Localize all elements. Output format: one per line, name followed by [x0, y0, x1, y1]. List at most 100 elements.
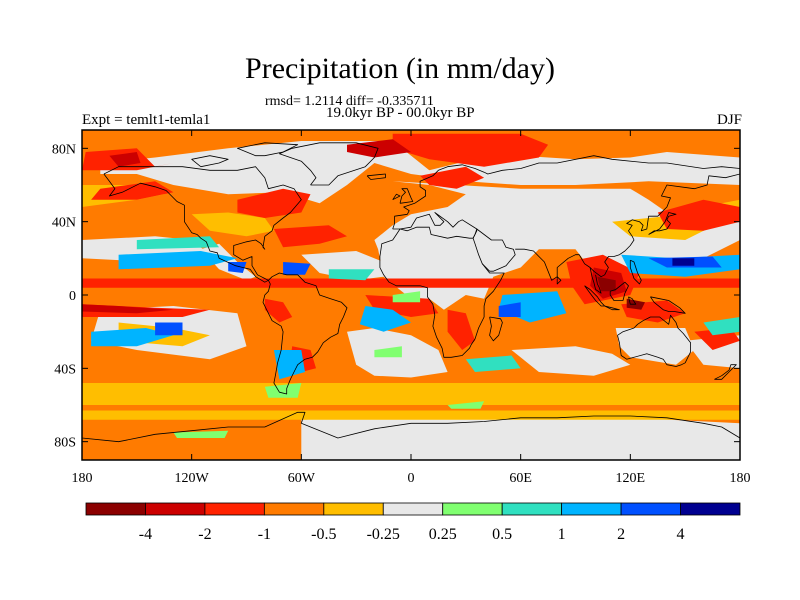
lat-tick-label: 80N [52, 142, 76, 157]
lon-tick-label: 120E [616, 471, 646, 486]
coastline [236, 142, 299, 157]
colorbar-swatch [323, 502, 384, 516]
colorbar-label: -0.5 [311, 526, 336, 543]
colorbar-label: -2 [198, 526, 211, 543]
coastline [650, 296, 686, 314]
lat-tick-label: 40S [54, 362, 76, 377]
precip-region [301, 416, 740, 460]
axis-ticks: 80N 40N 0 40S 80S 180 120W 60W 0 60E 120E 180 [52, 130, 751, 486]
precip-region [359, 306, 411, 332]
precip-region [615, 328, 695, 365]
precip-region [347, 139, 411, 158]
precip-region [109, 152, 141, 167]
precip-region [374, 346, 402, 358]
stats-subtitle: rmsd= 1.2114 diff= -0.335711 [265, 94, 434, 109]
precip-region [498, 302, 521, 317]
precip-region [82, 304, 174, 314]
coastline [82, 411, 740, 443]
page-title: Precipitation (in mm/day) [245, 52, 555, 85]
colorbar-label: 1 [558, 526, 566, 543]
coastline [472, 228, 516, 272]
precip-region [155, 322, 183, 336]
colorbar-swatch [382, 502, 444, 516]
coastline [628, 296, 637, 305]
coastline [617, 314, 691, 367]
precip-region [694, 328, 740, 350]
precip-region [273, 350, 305, 380]
colorbar-label: -0.25 [367, 526, 400, 543]
lon-tick-label: 120W [175, 471, 210, 486]
coastline [392, 155, 740, 230]
coastline [191, 155, 229, 168]
coastline [379, 226, 505, 358]
precip-region [328, 269, 375, 281]
coastline [392, 193, 401, 201]
lon-tick-label: 180 [730, 471, 751, 486]
lon-tick-label: 0 [408, 471, 415, 486]
coastline [489, 316, 503, 342]
lat-tick-label: 0 [69, 289, 76, 304]
colorbar-swatch [263, 502, 325, 516]
experiment-label: Expt = temlt1-temla1 [82, 112, 211, 128]
coastline [366, 173, 386, 180]
coastline [556, 276, 562, 285]
coastline [629, 259, 642, 285]
lat-tick-label: 40N [52, 216, 76, 231]
lon-tick-label: 60E [509, 471, 532, 486]
precip-region [447, 401, 485, 409]
coastline [399, 188, 414, 204]
colorbar-swatch [85, 502, 146, 516]
colorbar-swatch [145, 502, 206, 516]
coastline [515, 173, 740, 281]
precip-region [264, 383, 302, 398]
precip-region [511, 346, 631, 376]
precip-region [191, 212, 274, 237]
colorbar-swatch [501, 502, 563, 516]
colorbar-swatch [442, 502, 503, 516]
colorbar-label: -4 [139, 526, 152, 543]
colorbar-label: 4 [677, 526, 685, 543]
coastline [278, 142, 379, 186]
precip-region [91, 328, 174, 347]
coastline [589, 267, 602, 294]
precip-region [273, 225, 347, 248]
precip-region [283, 262, 311, 275]
precip-region [136, 236, 220, 250]
precip-region [100, 141, 740, 204]
lon-tick-label: 60W [288, 471, 316, 486]
precip-region [420, 166, 485, 189]
lat-tick-label: 80S [54, 436, 76, 451]
coastline [609, 281, 629, 301]
colorbar-swatch [204, 502, 265, 516]
colorbar-label: -1 [258, 526, 271, 543]
colorbar-swatch [680, 502, 741, 516]
coastline [648, 212, 677, 235]
coastline [262, 272, 348, 395]
precip-region [672, 258, 695, 266]
precip-region [703, 317, 740, 336]
precip-region [657, 199, 740, 231]
precip-region [173, 430, 229, 438]
coastline [103, 166, 302, 283]
colorbar-label: 2 [617, 526, 625, 543]
coastlines [82, 142, 740, 443]
precipitation-field [82, 130, 740, 460]
precip-region [392, 291, 421, 303]
precip-region [465, 355, 521, 372]
season-label: DJF [716, 112, 742, 128]
lon-tick-label: 180 [72, 471, 93, 486]
coastline [714, 364, 737, 380]
colorbar-swatch [561, 502, 622, 516]
colorbar-label: 0.25 [429, 526, 457, 543]
coastline [392, 212, 478, 239]
precip-region [374, 181, 740, 310]
period-subtitle: 19.0kyr BP - 00.0kyr BP [326, 105, 475, 121]
precip-region [118, 251, 238, 270]
colorbar-swatch [620, 502, 681, 516]
precip-region [392, 133, 549, 167]
colorbar-label: 0.5 [492, 526, 512, 543]
precip-region [447, 309, 475, 350]
coastline [604, 305, 620, 311]
precip-region [597, 276, 616, 292]
